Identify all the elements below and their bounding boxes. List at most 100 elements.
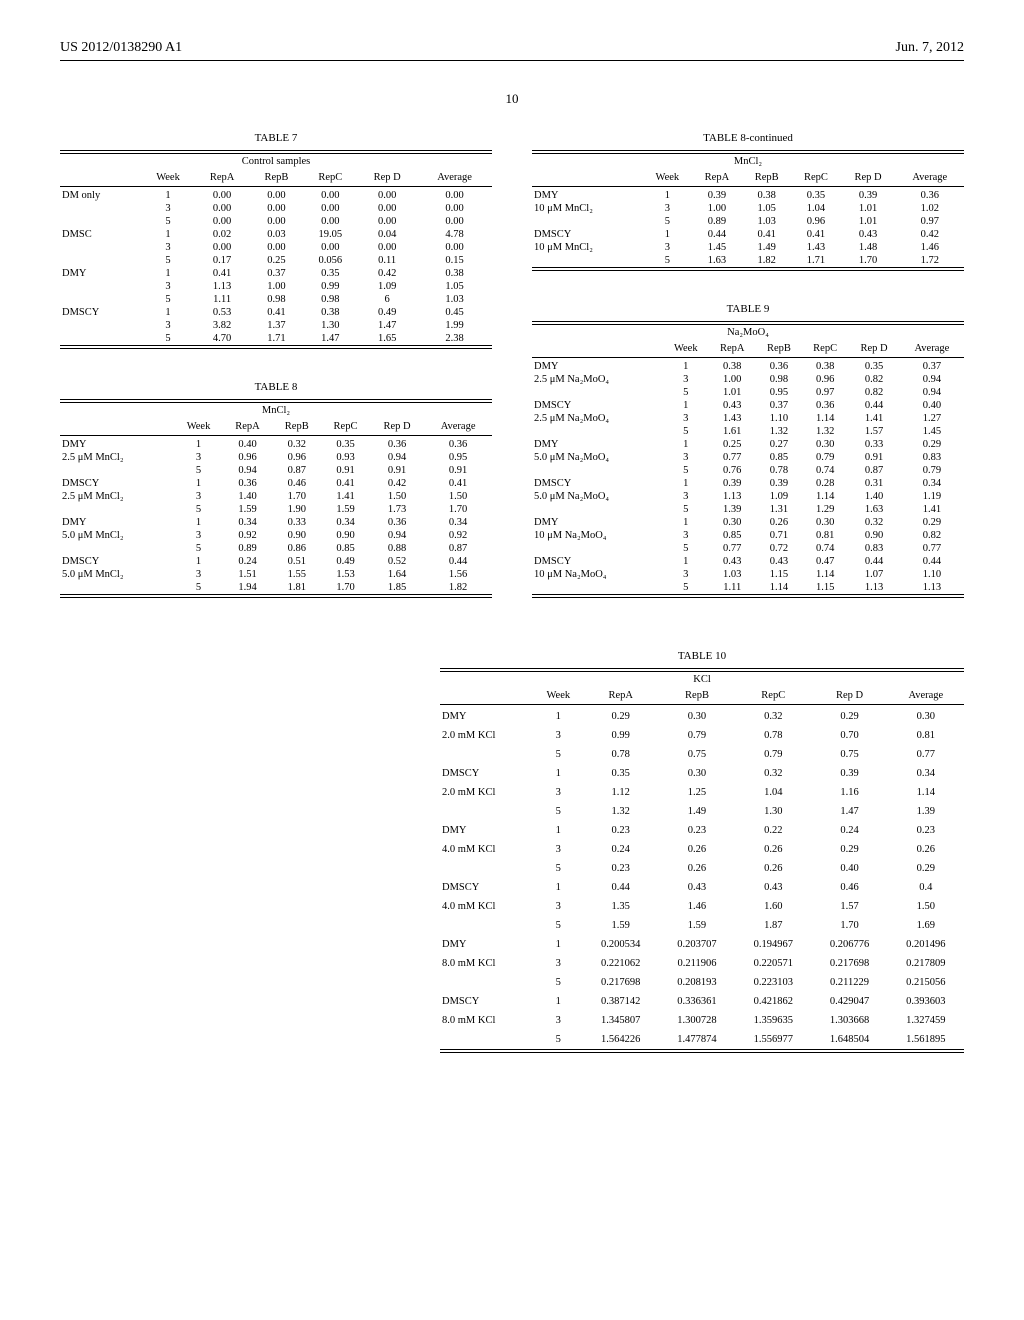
table-cell: 0.30 — [802, 438, 848, 451]
table-cell: 3.82 — [195, 319, 250, 332]
table-cell: 0.34 — [900, 477, 964, 490]
table-cell — [60, 464, 174, 477]
two-column-layout: TABLE 7 Control samples Week RepA RepB R… — [60, 132, 964, 630]
table-cell: 1.59 — [583, 916, 659, 935]
table-cell: 1.49 — [742, 241, 791, 254]
table-cell: 1.25 — [659, 783, 735, 802]
table9-body: DMY10.380.360.380.350.372.5 μM Na₂MoO₄31… — [532, 360, 964, 595]
table-cell: 5 — [141, 254, 194, 267]
table-cell: 0.26 — [735, 840, 811, 859]
table-cell: 0.25 — [250, 254, 304, 267]
table-cell: 1.59 — [223, 503, 273, 516]
table-row: 51.631.821.711.701.72 — [532, 254, 964, 268]
table-cell: 0.387142 — [583, 992, 659, 1011]
table-cell: 1.303668 — [811, 1011, 887, 1030]
table-cell: 1.561895 — [888, 1030, 964, 1050]
table-cell: 0.056 — [303, 254, 357, 267]
table-row: 33.821.371.301.471.99 — [60, 319, 492, 332]
table-cell: 0.00 — [250, 202, 304, 215]
table-row: DM only10.000.000.000.000.00 — [60, 189, 492, 202]
table-col: Average — [417, 169, 492, 187]
table-cell: 0.00 — [250, 189, 304, 202]
table-cell — [60, 202, 141, 215]
table-col: Rep D — [848, 340, 900, 358]
table-cell: 0.40 — [811, 859, 887, 878]
table-row: 30.000.000.000.000.00 — [60, 202, 492, 215]
table-cell — [532, 425, 663, 438]
table-cell: DMY — [60, 267, 141, 280]
table-cell: 1.09 — [756, 490, 802, 503]
table-row: 5.0 μM Na₂MoO₄31.131.091.141.401.19 — [532, 490, 964, 503]
table-cell: DMY — [60, 516, 174, 529]
table-cell: 5.0 μM MnCl₂ — [60, 568, 174, 581]
table-cell: 0.37 — [900, 360, 964, 373]
table-cell: 0.00 — [195, 241, 250, 254]
table-cell: 0.194967 — [735, 935, 811, 954]
table-cell: 1 — [534, 935, 583, 954]
table-cell: 1 — [141, 189, 194, 202]
table-cell: 2.5 μM Na₂MoO₄ — [532, 373, 663, 386]
table-cell: 0.23 — [583, 821, 659, 840]
table-cell: 0.98 — [250, 293, 304, 306]
table-row: 8.0 mM KCl30.2210620.2119060.2205710.217… — [440, 954, 964, 973]
doc-id: US 2012/0138290 A1 — [60, 40, 182, 56]
table-cell: 0.95 — [756, 386, 802, 399]
table-row: DMSCY10.3871420.3363610.4218620.4290470.… — [440, 992, 964, 1011]
table7: Control samples Week RepA RepB RepC Rep … — [60, 150, 492, 351]
table-row: 50.230.260.260.400.29 — [440, 859, 964, 878]
table-cell: 0.41 — [250, 306, 304, 319]
table-cell: 0.82 — [900, 529, 964, 542]
table-cell: 2.38 — [417, 332, 492, 346]
table-cell: 0.208193 — [659, 973, 735, 992]
table-cell: DMSCY — [60, 306, 141, 319]
table-cell: 0.87 — [848, 464, 900, 477]
table-col: Week — [663, 340, 709, 358]
table-col: Week — [174, 418, 222, 436]
table-cell: 1.04 — [735, 783, 811, 802]
table-cell: 0.97 — [896, 215, 964, 228]
table-cell: 0.46 — [272, 477, 321, 490]
table-cell: 0.36 — [756, 360, 802, 373]
table-cell: 0.26 — [756, 516, 802, 529]
table-cell: 1.09 — [357, 280, 417, 293]
table-cell: 1.15 — [756, 568, 802, 581]
table-cell — [532, 503, 663, 516]
table-cell: 0.24 — [583, 840, 659, 859]
table-cell: 0.23 — [888, 821, 964, 840]
table-cell — [60, 581, 174, 595]
table-cell: 1.02 — [896, 202, 964, 215]
table-cell: 0.77 — [888, 745, 964, 764]
table-cell: 0.94 — [900, 386, 964, 399]
table8cont: MnCl₂ Week RepA RepB RepC Rep D Average … — [532, 150, 964, 273]
table-row: 51.010.950.970.820.94 — [532, 386, 964, 399]
table-cell — [60, 254, 141, 267]
table-row: DMSCY10.530.410.380.490.45 — [60, 306, 492, 319]
header-rule — [60, 60, 964, 61]
table-cell: 1.556977 — [735, 1030, 811, 1050]
table-cell: 5.0 μM MnCl₂ — [60, 529, 174, 542]
table-cell: 0.91 — [321, 464, 370, 477]
table-cell: 0.201496 — [888, 935, 964, 954]
table-cell: 0.78 — [583, 745, 659, 764]
table-cell: 0.29 — [811, 707, 887, 726]
table-cell: 3 — [534, 1011, 583, 1030]
table-cell — [60, 503, 174, 516]
table-col: Average — [900, 340, 964, 358]
table-row: 2.5 μM Na₂MoO₄31.431.101.141.411.27 — [532, 412, 964, 425]
table-cell: 0.43 — [659, 878, 735, 897]
table-cell: 1.43 — [791, 241, 840, 254]
table-cell: 1.29 — [802, 503, 848, 516]
table-cell: 5 — [663, 542, 709, 555]
table-cell — [60, 293, 141, 306]
table-cell: 2.0 mM KCl — [440, 726, 534, 745]
table-cell: 1.39 — [888, 802, 964, 821]
table-cell: 1.94 — [223, 581, 273, 595]
table-cell: 0.44 — [424, 555, 492, 568]
table-cell: 0.41 — [195, 267, 250, 280]
table-cell: 0.53 — [195, 306, 250, 319]
table-cell: 1.71 — [791, 254, 840, 268]
table-cell: 3 — [141, 241, 194, 254]
table-cell: 1.10 — [756, 412, 802, 425]
table-cell: 1.32 — [583, 802, 659, 821]
table-cell: 0.92 — [223, 529, 273, 542]
